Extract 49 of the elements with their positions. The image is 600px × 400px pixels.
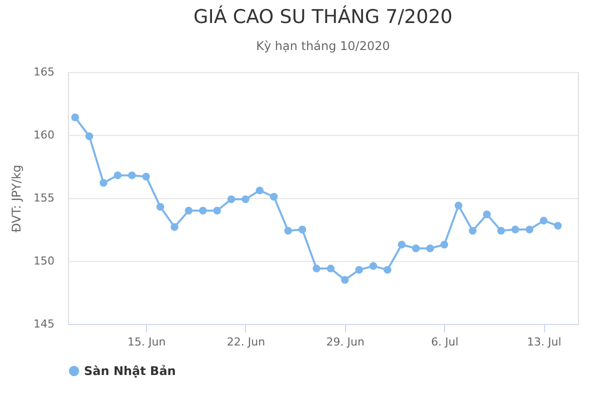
point [256, 186, 264, 194]
y-tick-label: 155 [34, 192, 54, 204]
point [483, 210, 491, 218]
point [540, 216, 548, 225]
point [85, 132, 94, 140]
point [128, 171, 136, 180]
point [284, 226, 292, 235]
point [554, 222, 562, 230]
point [398, 240, 406, 248]
point [412, 244, 420, 252]
point [355, 266, 363, 274]
point [142, 172, 150, 180]
point [312, 264, 320, 272]
x-tick-label: 13. Jul [527, 336, 562, 348]
x-tick-label: 29. Jun [326, 336, 365, 348]
point [341, 276, 349, 284]
point [454, 202, 462, 210]
point [468, 226, 477, 235]
x-tick-label: 6. Jul [431, 336, 458, 348]
point [213, 206, 221, 214]
y-tick-label: 165 [34, 66, 54, 78]
point [170, 223, 178, 231]
point [526, 226, 534, 234]
point [114, 171, 122, 180]
point [242, 195, 250, 204]
y-tick-label: 150 [34, 254, 54, 268]
chart-title: GIÁ CAO SU THÁNG 7/2020 [193, 5, 453, 28]
point [426, 244, 434, 252]
point [270, 192, 278, 201]
point [100, 179, 108, 187]
point [227, 195, 236, 204]
y-tick-label: 145 [34, 318, 54, 330]
point [369, 262, 378, 270]
point [298, 226, 306, 234]
point [326, 264, 335, 272]
point [71, 113, 79, 122]
point [156, 202, 164, 211]
point [384, 266, 392, 274]
y-tick-label: 160 [34, 128, 54, 142]
legend-label: Sàn Nhật Bản [84, 364, 176, 378]
y-axis-title: ĐVT: JPY/kg [10, 164, 24, 232]
point [440, 240, 448, 248]
chart-subtitle: Kỳ hạn tháng 10/2020 [256, 39, 390, 53]
point [184, 206, 193, 214]
point [199, 206, 207, 214]
point [497, 226, 505, 235]
x-tick-label: 22. Jun [226, 336, 266, 348]
x-tick-label: 15. Jun [128, 336, 166, 348]
point [511, 226, 520, 234]
